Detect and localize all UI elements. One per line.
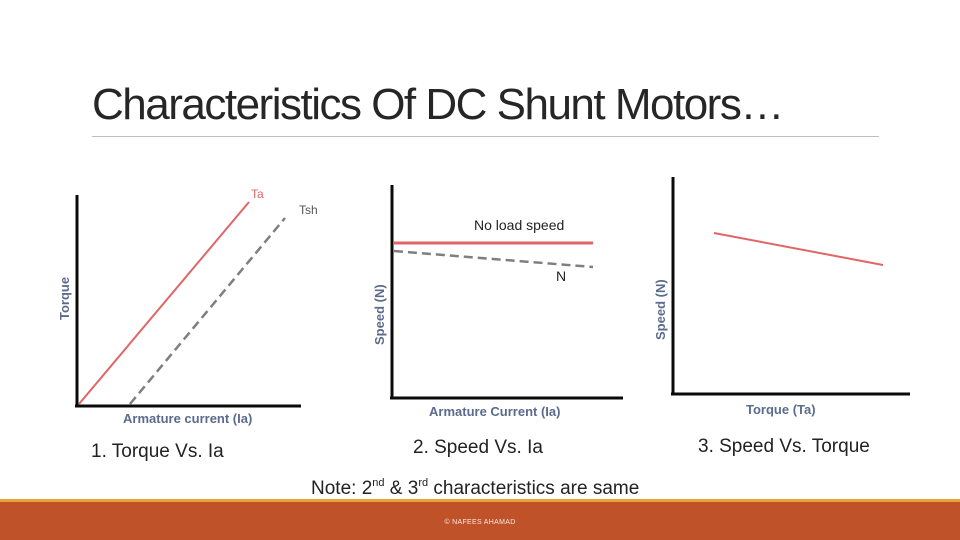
note-sup-rd: rd [418, 477, 429, 489]
note-middle: & 3 [384, 478, 419, 499]
graph1-tsh-curve [129, 217, 286, 405]
torque-vs-ia-graph: Ta Tsh Armature current (Ia) Torque [57, 187, 318, 426]
caption-torque-vs-ia: 1. Torque Vs. Ia [91, 441, 224, 462]
graph2-y-axis-label: Speed (N) [372, 284, 387, 345]
footer-bar [0, 502, 960, 540]
graph2-speed-curve [393, 249, 594, 269]
note-sup-nd: nd [372, 477, 385, 489]
graph2-x-axis-label: Armature Current (Ia) [429, 404, 560, 419]
note-prefix: Note: 2 [311, 478, 373, 499]
graph1-x-axis-label: Armature current (Ia) [123, 411, 252, 426]
caption-speed-vs-ia: 2. Speed Vs. Ia [413, 437, 543, 458]
graph1-tsh-label: Tsh [299, 203, 318, 217]
no-load-speed-label: No load speed [474, 217, 565, 233]
graph2-n-label: N [556, 268, 567, 284]
note-text: Note: 2nd & 3rd characteristics are same [311, 478, 639, 500]
footer-accent-line [0, 499, 960, 502]
graph3-y-axis-label: Speed (N) [653, 279, 668, 340]
speed-vs-ia-graph: Armature Current (Ia) Speed (N) [372, 185, 623, 419]
footer-credit: © NAFEES AHAMAD [444, 519, 516, 526]
graph1-ta-label: Ta [251, 187, 264, 201]
note-suffix: characteristics are same [428, 478, 640, 499]
graph3-x-axis-label: Torque (Ta) [746, 402, 816, 417]
title-divider [92, 136, 879, 137]
speed-vs-torque-graph: Torque (Ta) Speed (N) [653, 177, 910, 417]
graph1-ta-curve [78, 201, 250, 405]
graph1-y-axis-label: Torque [57, 277, 72, 320]
slide-title: Characteristics Of DC Shunt Motors… [92, 80, 784, 129]
graph3-speed-torque-curve [713, 232, 884, 266]
caption-speed-vs-torque: 3. Speed Vs. Torque [698, 436, 870, 457]
